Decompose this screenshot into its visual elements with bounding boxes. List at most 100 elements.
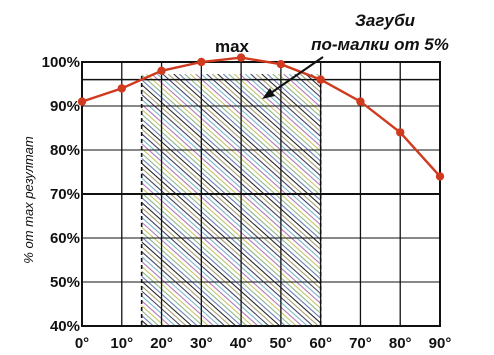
hatch-line — [316, 74, 321, 79]
hatch-line — [141, 236, 242, 326]
hatch-line — [141, 192, 292, 326]
hatch-line — [141, 177, 308, 326]
data-point — [356, 97, 365, 106]
hatch-line — [151, 74, 321, 226]
data-point — [157, 66, 166, 76]
hatch-line — [328, 74, 494, 326]
hatch-line — [206, 74, 321, 177]
hatch-line — [141, 128, 321, 290]
hatch-line — [141, 182, 303, 326]
note-arrowhead — [262, 88, 275, 99]
hatch-line — [141, 167, 319, 326]
hatch-line — [200, 74, 321, 182]
shaded-region — [141, 74, 494, 326]
hatch-line — [310, 74, 321, 84]
hatch-line — [141, 103, 321, 265]
hatch-line — [222, 74, 321, 162]
hatch-line — [299, 74, 321, 94]
hatch-line — [141, 241, 237, 326]
x-axis-ticks: 0° 10° 20° 30° 40° 50° 60° 70° 80° 90° — [75, 335, 452, 352]
hatch-line — [141, 260, 215, 326]
hatch-line — [141, 142, 321, 305]
x-tick-label: 90° — [429, 335, 452, 352]
x-tick-label: 40° — [230, 335, 253, 352]
y-tick-label: 40% — [50, 318, 80, 335]
note-annotation-line2: по-малки от 5% — [311, 35, 449, 54]
hatch-line — [141, 196, 286, 326]
data-point — [197, 57, 206, 67]
hatch-line — [141, 108, 321, 270]
data-point — [276, 59, 286, 69]
hatch-line — [145, 74, 321, 231]
hatch-line — [141, 79, 321, 241]
hatch-line — [141, 250, 226, 326]
series-line — [77, 53, 445, 181]
x-tick-label: 20° — [150, 335, 173, 352]
hatch-line — [141, 123, 321, 285]
hatch-line — [141, 152, 321, 315]
hatch-line — [322, 74, 494, 326]
hatch-line — [173, 74, 321, 206]
y-tick-label: 60% — [50, 230, 80, 247]
hatch-line — [141, 255, 220, 326]
hatch-line — [141, 157, 321, 319]
hatch-line — [355, 74, 494, 326]
x-tick-label: 0° — [75, 335, 89, 352]
y-tick-label: 50% — [50, 274, 80, 291]
hatch-line — [141, 98, 321, 261]
hatch-line — [184, 74, 321, 197]
hatch-line — [162, 74, 321, 216]
hatch-line — [141, 231, 248, 326]
hatch-line — [141, 216, 264, 326]
hatch-line — [333, 74, 494, 326]
hatch-line — [141, 133, 321, 295]
x-tick-label: 50° — [270, 335, 293, 352]
y-tick-label: 90% — [50, 98, 80, 115]
data-point — [396, 128, 405, 137]
hatch-line — [261, 74, 321, 128]
hatch-line — [250, 74, 321, 138]
x-tick-label: 30° — [190, 335, 213, 352]
x-tick-label: 80° — [389, 335, 412, 352]
hatch-line — [141, 147, 321, 310]
hatch-line — [195, 74, 321, 187]
hatch-line — [141, 201, 281, 326]
y-tick-label: 70% — [50, 186, 80, 203]
x-tick-label: 10° — [110, 335, 133, 352]
hatch-line — [167, 74, 321, 211]
data-point — [316, 75, 325, 84]
data-point — [77, 97, 87, 106]
hatch-line — [141, 226, 253, 326]
series-path — [81, 56, 441, 178]
hatch-line — [266, 74, 321, 123]
hatch-line — [141, 93, 321, 256]
hatch-line — [339, 74, 494, 326]
note-arrow — [267, 56, 324, 96]
y-tick-label: 100% — [42, 54, 80, 71]
hatch-line — [141, 83, 321, 246]
hatch-line — [141, 137, 321, 300]
hatch-line — [141, 172, 314, 326]
hatch-line — [294, 74, 321, 98]
hatch-line — [141, 270, 204, 326]
hatch-line — [228, 74, 321, 157]
hatch-line — [141, 187, 297, 326]
hatch-line — [239, 74, 321, 148]
hatch-line — [255, 74, 321, 133]
x-tick-label: 70° — [349, 335, 372, 352]
hatch-line — [156, 74, 321, 221]
data-point — [435, 172, 445, 181]
data-point — [236, 53, 246, 62]
hatch-line — [141, 88, 321, 251]
hatch-line — [141, 74, 321, 236]
hatch-line — [141, 275, 198, 326]
hatch-line — [141, 221, 259, 326]
max-annotation: max — [215, 37, 250, 56]
note-annotation-line1: Загуби — [355, 11, 416, 30]
hatch-line — [272, 74, 321, 118]
hatch-line — [141, 246, 231, 326]
y-tick-label: 80% — [50, 142, 80, 159]
y-axis-label: % от max резултат — [21, 136, 36, 264]
hatch-line — [211, 74, 321, 172]
